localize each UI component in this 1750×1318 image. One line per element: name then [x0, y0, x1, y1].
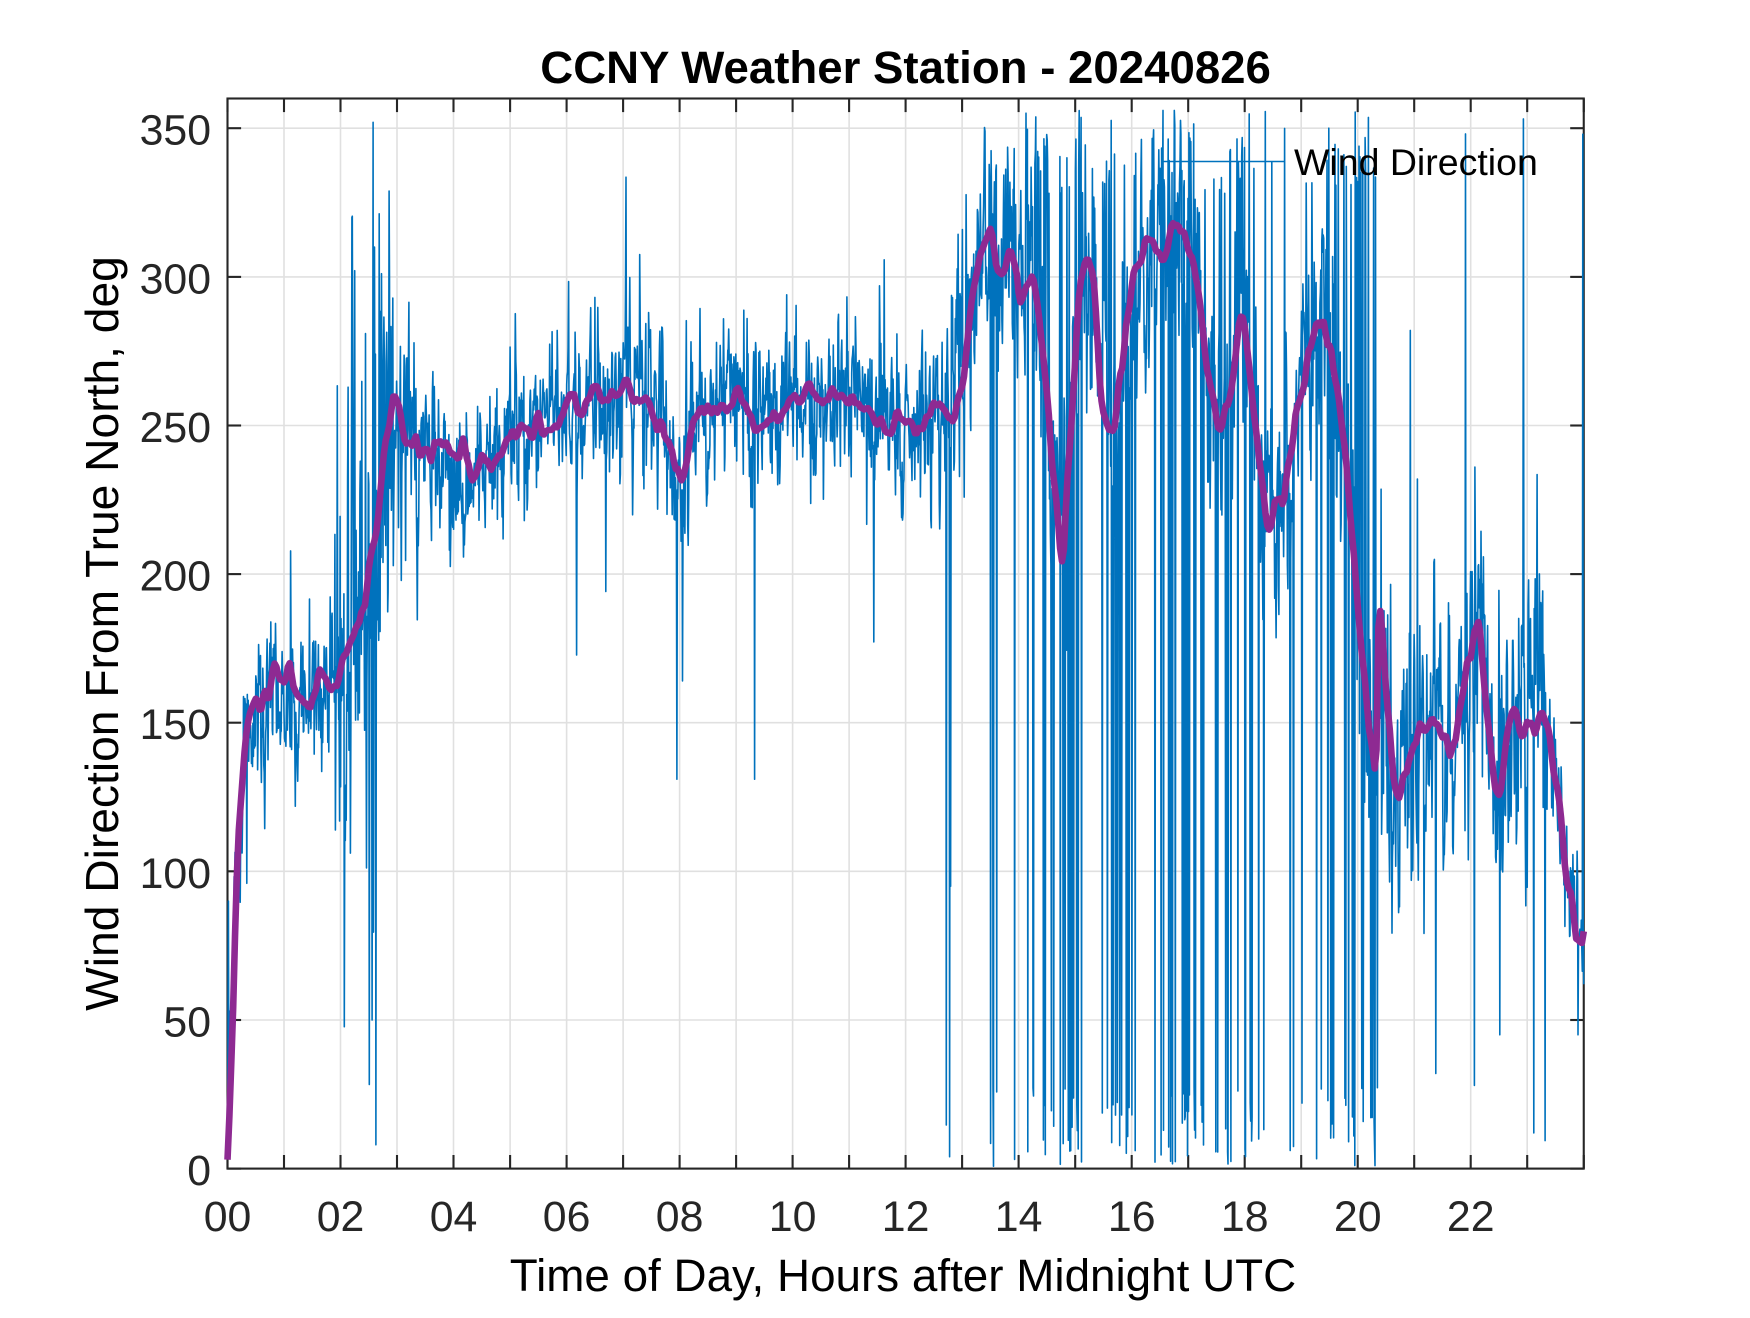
svg-text:CCNY Weather Station - 2024082: CCNY Weather Station - 20240826 — [540, 42, 1271, 93]
svg-text:02: 02 — [317, 1193, 365, 1241]
svg-text:Wind Direction: Wind Direction — [1294, 141, 1538, 183]
svg-text:16: 16 — [1108, 1193, 1156, 1241]
svg-text:22: 22 — [1447, 1193, 1495, 1241]
svg-text:300: 300 — [140, 255, 211, 303]
svg-text:0: 0 — [187, 1147, 211, 1195]
svg-text:100: 100 — [140, 850, 211, 898]
svg-text:Wind Direction From True North: Wind Direction From True North, deg — [76, 256, 128, 1011]
svg-text:Time of Day, Hours after Midni: Time of Day, Hours after Midnight UTC — [510, 1250, 1296, 1301]
svg-text:08: 08 — [656, 1193, 704, 1241]
svg-text:18: 18 — [1221, 1193, 1269, 1241]
svg-text:10: 10 — [769, 1193, 817, 1241]
svg-text:04: 04 — [430, 1193, 478, 1241]
svg-text:12: 12 — [882, 1193, 930, 1241]
svg-text:00: 00 — [204, 1193, 252, 1241]
svg-text:50: 50 — [163, 999, 211, 1047]
svg-text:06: 06 — [543, 1193, 591, 1241]
svg-text:20: 20 — [1334, 1193, 1382, 1241]
svg-text:250: 250 — [140, 404, 211, 452]
svg-text:14: 14 — [995, 1193, 1043, 1241]
svg-text:150: 150 — [140, 701, 211, 749]
svg-text:350: 350 — [140, 107, 211, 155]
svg-text:200: 200 — [140, 553, 211, 601]
